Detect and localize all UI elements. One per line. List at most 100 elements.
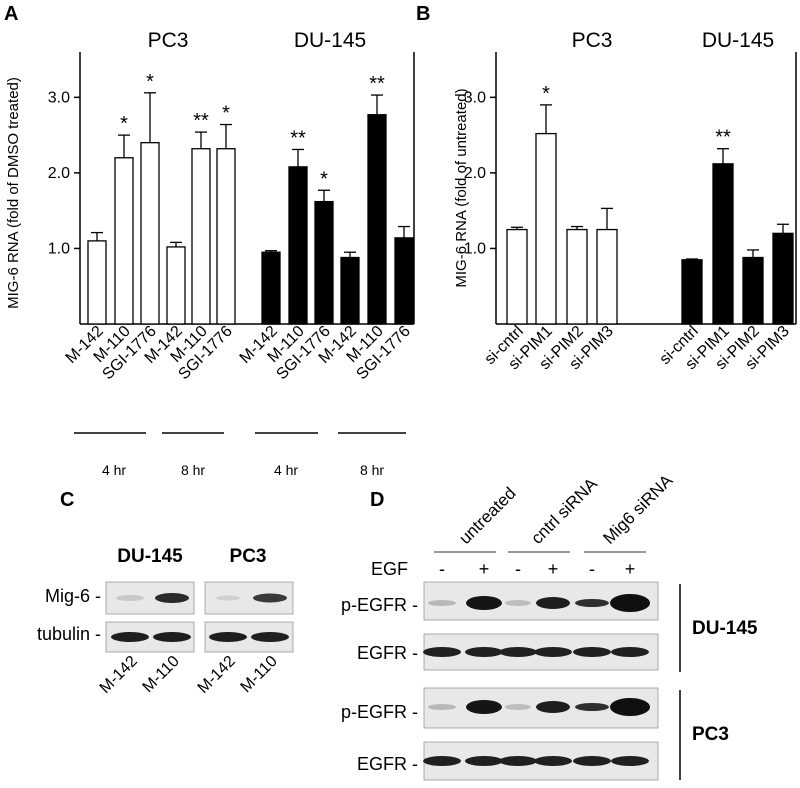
y-tick-label: 1.0 bbox=[464, 240, 486, 257]
significance-mark: ** bbox=[369, 73, 385, 95]
blot-d-egf-mark: - bbox=[589, 559, 595, 579]
panel-letter-d: D bbox=[370, 489, 384, 511]
y-tick-label: 3.0 bbox=[48, 89, 70, 106]
chart-b: MIG-6 RNA (fold of untreated) PC3 DU-145… bbox=[453, 29, 797, 373]
chart-a-time-label: 8 hr bbox=[181, 462, 205, 478]
blot-band bbox=[428, 600, 456, 606]
blot-d-egf-label: EGF bbox=[371, 559, 408, 579]
blot-band bbox=[505, 600, 531, 606]
chart-b-bars: *** bbox=[506, 83, 794, 325]
bar bbox=[596, 228, 618, 325]
blot-band bbox=[499, 756, 537, 766]
chart-a-ylabel: MIG-6 RNA (fold of DMSO treated) bbox=[5, 77, 22, 309]
chart-b-ylabel: MIG-6 RNA (fold of untreated) bbox=[453, 88, 470, 287]
blot-d-bands bbox=[423, 594, 650, 766]
blot-band bbox=[534, 756, 572, 766]
blot-d-row-label: p-EGFR - bbox=[341, 702, 418, 722]
blot-band bbox=[610, 698, 650, 716]
bar bbox=[314, 200, 334, 325]
panel-letter-c: C bbox=[60, 489, 74, 511]
bar bbox=[114, 157, 134, 325]
blot-d-condition-mig6-sirna: Mig6 siRNA bbox=[599, 470, 676, 547]
chart-a-group-label-du145: DU-145 bbox=[294, 29, 366, 52]
blot-band bbox=[155, 593, 189, 603]
blot-band bbox=[536, 701, 570, 713]
blot-band bbox=[209, 632, 247, 642]
blot-c-title-pc3: PC3 bbox=[230, 546, 267, 567]
blot-band bbox=[253, 593, 287, 603]
significance-mark: ** bbox=[715, 127, 731, 149]
blot-d-egf-mark: + bbox=[479, 559, 490, 579]
blot-c-lane-label: M-110 bbox=[238, 653, 281, 696]
significance-mark: * bbox=[542, 83, 550, 105]
blot-d-row-label: EGFR - bbox=[357, 754, 418, 774]
significance-mark: * bbox=[120, 113, 128, 135]
chart-b-group-label-du145: DU-145 bbox=[702, 29, 774, 52]
bar bbox=[216, 148, 236, 325]
bar bbox=[772, 232, 794, 325]
blot-band bbox=[575, 703, 609, 711]
blot-c-title-du145: DU-145 bbox=[117, 546, 183, 567]
y-tick-label: 2.0 bbox=[48, 165, 70, 182]
blot-d-row-label: p-EGFR - bbox=[341, 595, 418, 615]
blot-d-egf-mark: - bbox=[515, 559, 521, 579]
blot-band bbox=[465, 647, 503, 657]
blot-c-row-label-tubulin: tubulin - bbox=[37, 624, 101, 644]
panel-letter-a: A bbox=[4, 3, 18, 25]
blot-band bbox=[499, 647, 537, 657]
bar bbox=[394, 237, 414, 325]
western-blot-c: DU-145 PC3 Mig-6 - tubulin - M-142 M-110… bbox=[37, 546, 294, 697]
blot-d-row-label: EGFR - bbox=[357, 643, 418, 663]
blot-band bbox=[466, 700, 502, 714]
bar bbox=[681, 259, 703, 325]
blot-band bbox=[465, 756, 503, 766]
y-tick-label: 1.0 bbox=[48, 240, 70, 257]
chart-a-time-label: 4 hr bbox=[102, 462, 126, 478]
blot-band bbox=[573, 756, 611, 766]
blot-c-lane-label: M-142 bbox=[195, 653, 239, 697]
blot-band bbox=[111, 632, 149, 642]
panel-letter-b: B bbox=[416, 3, 430, 25]
blot-band bbox=[575, 599, 609, 607]
bar bbox=[367, 114, 387, 325]
bar bbox=[288, 166, 308, 325]
blot-band bbox=[611, 647, 649, 657]
chart-a-time-label: 4 hr bbox=[274, 462, 298, 478]
blot-band bbox=[505, 704, 531, 710]
bar bbox=[535, 132, 557, 325]
blot-d-egf-mark: + bbox=[548, 559, 559, 579]
bar bbox=[340, 256, 360, 325]
significance-mark: ** bbox=[290, 127, 306, 149]
bar bbox=[261, 251, 281, 325]
chart-a-time-label: 8 hr bbox=[360, 462, 384, 478]
blot-d-condition-untreated: untreated bbox=[455, 484, 519, 548]
blot-band bbox=[153, 632, 191, 642]
significance-mark: * bbox=[320, 168, 328, 190]
significance-mark: * bbox=[146, 71, 154, 93]
bar bbox=[191, 148, 211, 325]
bar bbox=[742, 256, 764, 325]
chart-a: MIG-6 RNA (fold of DMSO treated) PC3 DU-… bbox=[5, 29, 415, 478]
blot-c-row-label-mig6: Mig-6 - bbox=[45, 586, 101, 606]
blot-d-egf-mark: - bbox=[439, 559, 445, 579]
blot-c-lane-label: M-110 bbox=[140, 653, 183, 696]
y-tick-label: 2.0 bbox=[464, 165, 486, 182]
blot-band bbox=[423, 756, 461, 766]
bar bbox=[506, 228, 528, 325]
y-tick-label: 3.0 bbox=[464, 89, 486, 106]
bar bbox=[166, 246, 186, 325]
blot-band bbox=[611, 756, 649, 766]
blot-band bbox=[536, 597, 570, 609]
blot-d-cellline-du145: DU-145 bbox=[692, 618, 758, 639]
significance-mark: * bbox=[222, 103, 230, 125]
blot-band bbox=[251, 632, 289, 642]
blot-d-egf-mark: + bbox=[625, 559, 636, 579]
blot-band bbox=[610, 594, 650, 612]
chart-a-group-label-pc3: PC3 bbox=[148, 29, 189, 52]
blot-d-condition-cntrl-sirna: cntrl siRNA bbox=[527, 474, 601, 548]
bar bbox=[140, 142, 160, 325]
blot-band bbox=[573, 647, 611, 657]
blot-band bbox=[116, 595, 144, 601]
